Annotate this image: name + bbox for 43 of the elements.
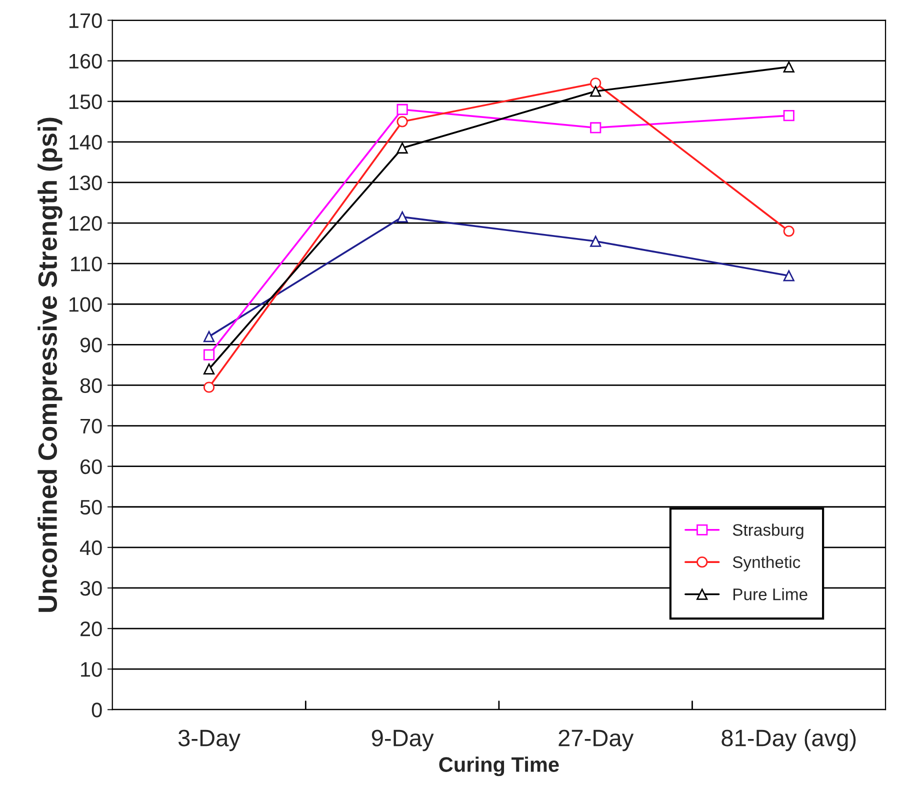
x-tick-label: 9-Day (372, 730, 434, 752)
x-axis-title: Curing Time (439, 756, 559, 776)
y-tick-label: 10 (81, 662, 102, 677)
y-tick-label: 20 (80, 622, 102, 636)
y-tick-label: 0 (92, 702, 102, 718)
point (396, 211, 408, 222)
point (783, 226, 794, 237)
y-tick-label: 130 (69, 175, 102, 190)
y-tick-label: 70 (80, 418, 102, 434)
x-tick-label: 81-Day (avg) (722, 729, 856, 752)
y-tick-label: 110 (71, 256, 102, 272)
y-tick-label: 120 (69, 216, 102, 231)
legend-label: Strasburg (732, 524, 804, 540)
y-tick-label: 150 (69, 94, 102, 110)
y-tick-label: 30 (80, 580, 102, 596)
x-tick-label: 3-Day (178, 730, 240, 752)
y-tick-label: 40 (80, 540, 102, 556)
point (203, 363, 215, 375)
y-axis-title: Unconfined Compressive Strength (psi) (38, 118, 62, 612)
point (783, 61, 794, 72)
legend-label: Pure Lime (733, 588, 808, 600)
y-tick-label: 50 (80, 500, 102, 515)
legend-label: Synthetic (732, 556, 800, 572)
y-tick-label: 60 (80, 459, 102, 474)
x-tick-label: 27-Day (558, 730, 634, 752)
point (590, 236, 602, 247)
point (203, 349, 215, 360)
point (783, 270, 794, 282)
y-tick-label: 170 (69, 13, 102, 28)
point (590, 122, 602, 134)
point (203, 331, 215, 342)
y-tick-label: 140 (69, 134, 102, 150)
point (783, 110, 794, 122)
y-tick-label: 90 (80, 338, 102, 352)
y-tick-label: 100 (69, 297, 102, 312)
point (590, 86, 602, 97)
point (396, 104, 408, 116)
y-tick-label: 160 (69, 54, 102, 69)
y-tick-label: 80 (80, 378, 102, 393)
point (203, 382, 215, 393)
point (396, 142, 408, 154)
point (590, 78, 602, 89)
point (396, 116, 408, 128)
